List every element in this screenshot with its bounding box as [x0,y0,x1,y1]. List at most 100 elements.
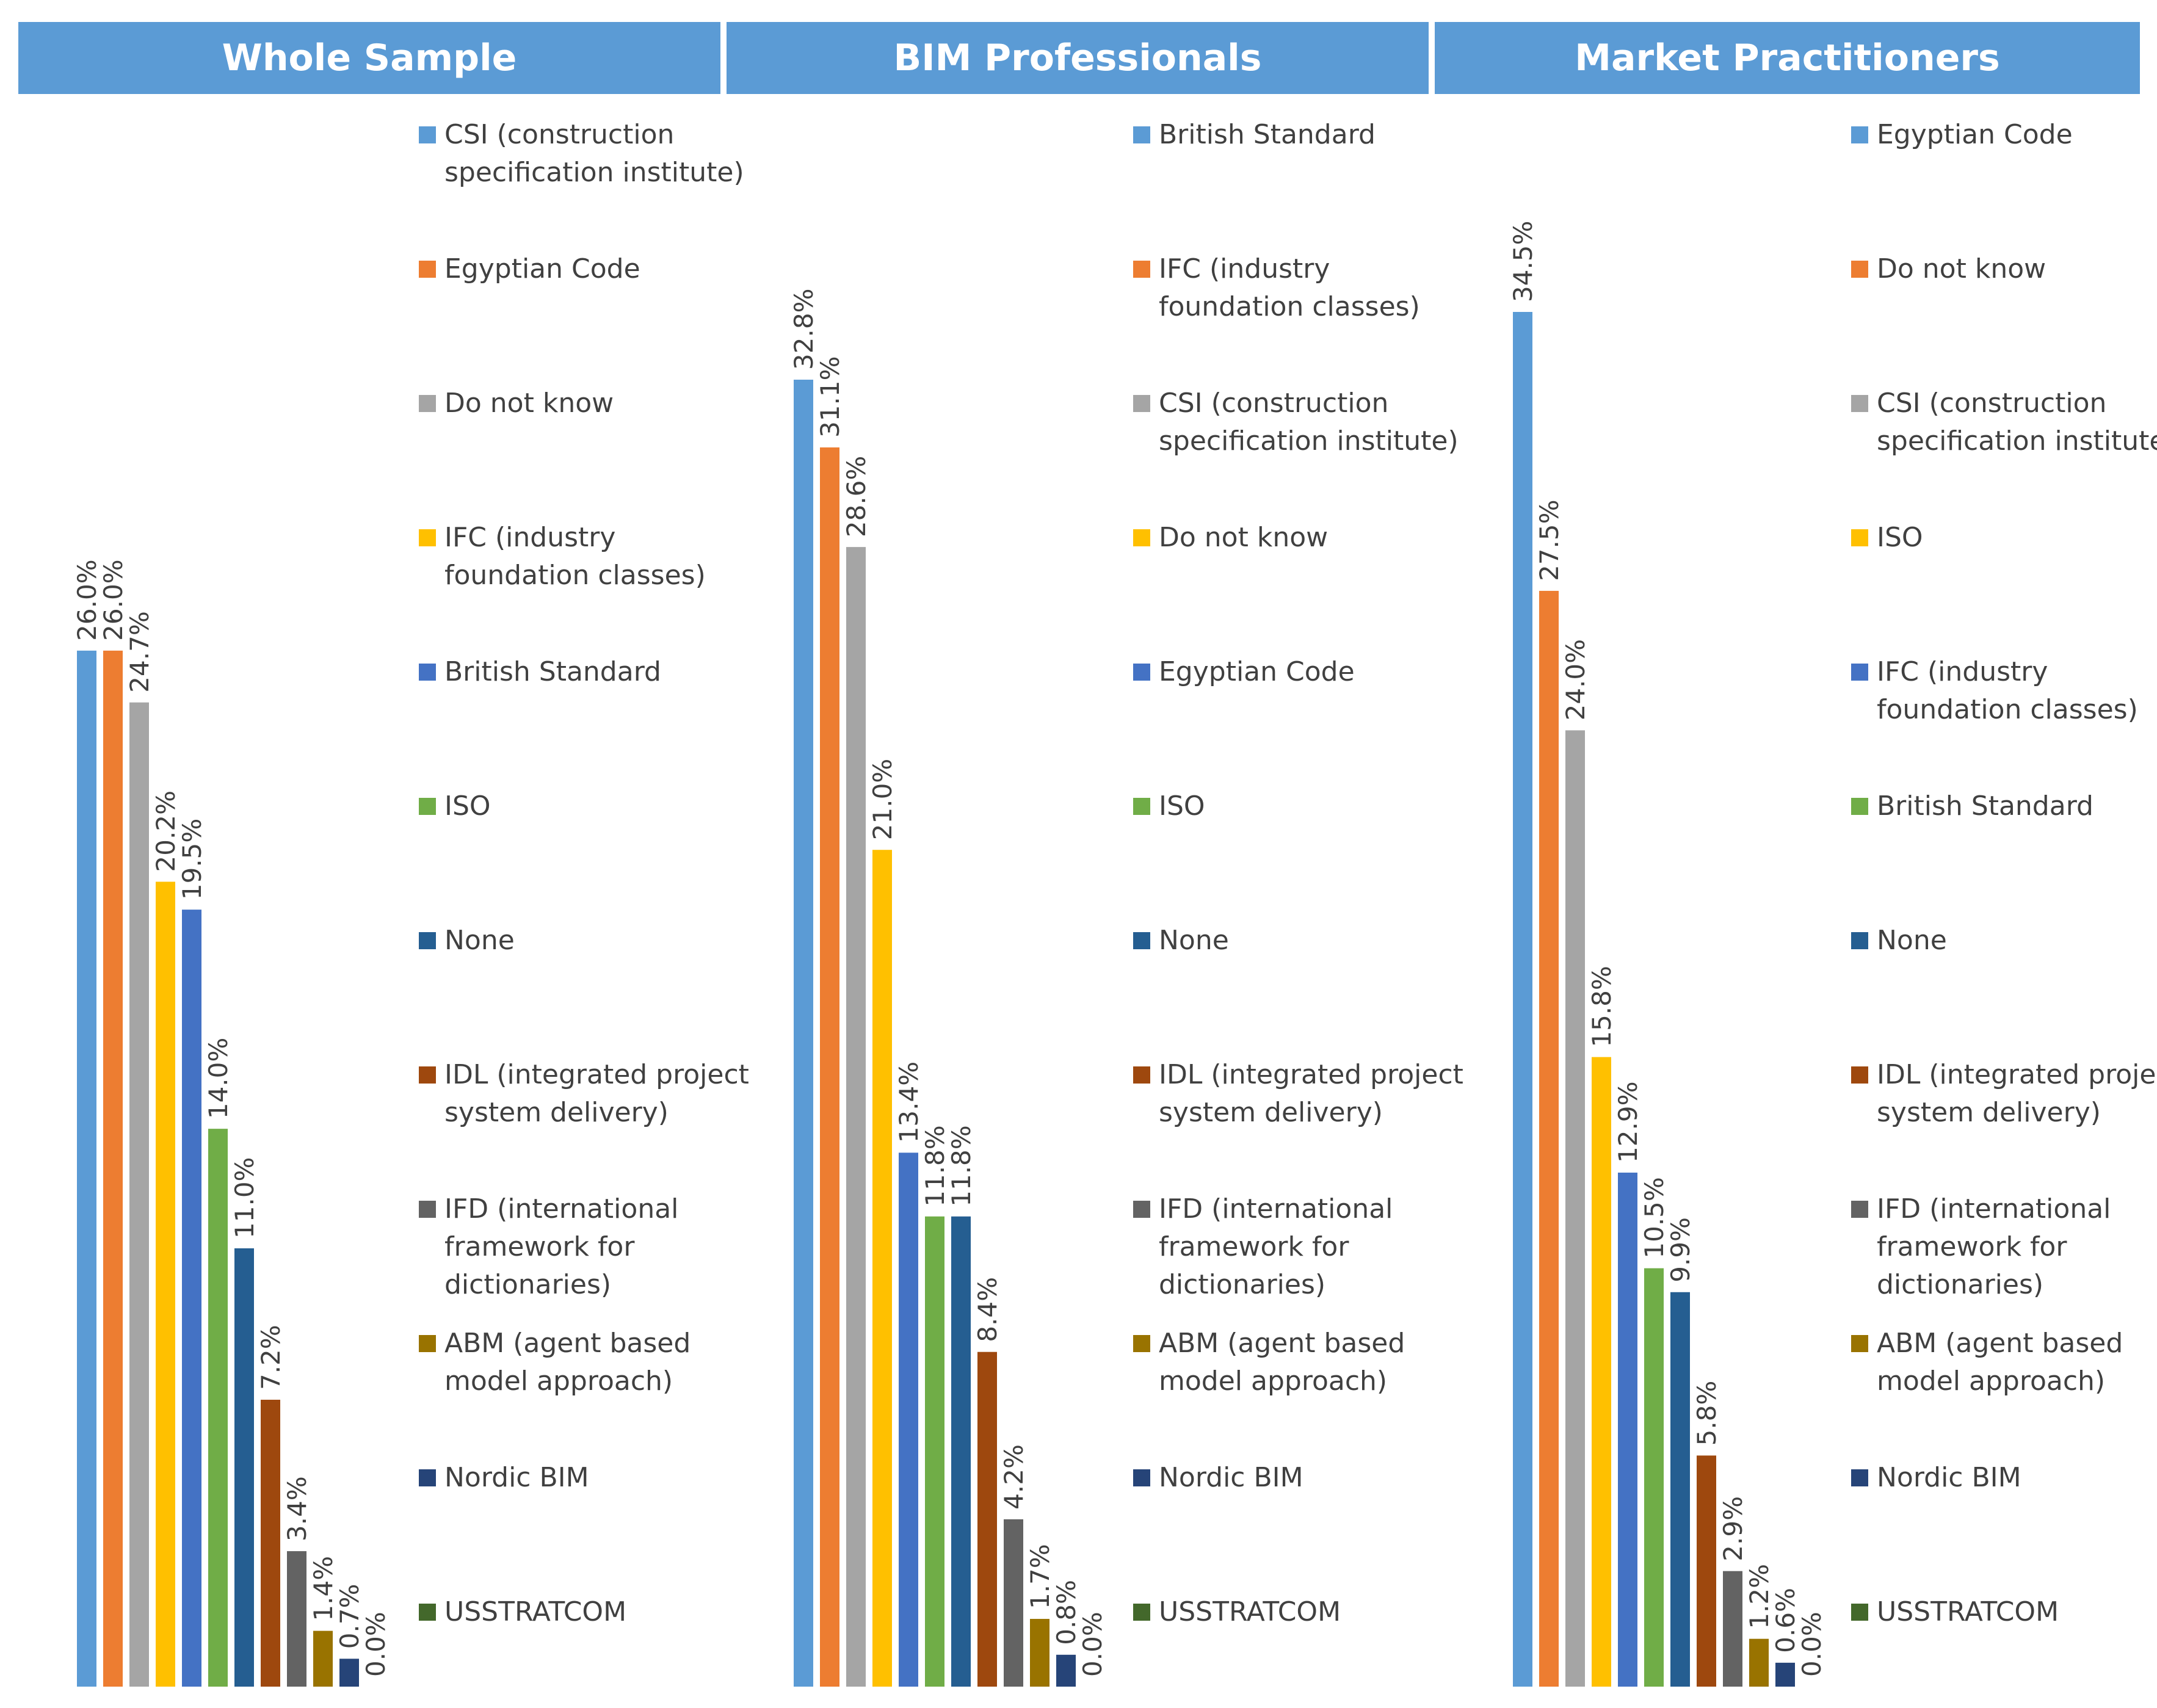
bar [339,1659,359,1687]
legend-swatch [1133,664,1150,681]
legend-swatch [1851,798,1868,815]
legend-label: CSI (construction specification institut… [1877,388,2157,457]
legend-item: CSI (construction specification institut… [1851,385,2157,460]
bar [313,1630,333,1687]
bar-value-label: 7.2% [256,1325,286,1390]
legend-label: Do not know [444,388,614,419]
bar-value-label: 8.4% [973,1277,1002,1342]
legend-label: British Standard [1159,119,1376,150]
legend-swatch [1851,529,1868,546]
legend-label: IDL (integrated project system delivery) [1159,1059,1463,1128]
bar-value-label: 9.9% [1666,1217,1695,1283]
bar-value-label: 2.9% [1718,1496,1748,1561]
bar [129,702,149,1687]
bar-value-label: 10.5% [1639,1177,1669,1258]
legend-label: IDL (integrated project system delivery) [444,1059,749,1128]
legend-swatch [1851,395,1868,412]
legend-swatch [419,1335,436,1352]
legend-label: None [1877,925,1947,956]
bar-value-label: 31.1% [815,356,845,437]
legend-label: Nordic BIM [1159,1462,1303,1493]
bar [794,379,813,1687]
bar-value-label: 15.8% [1587,966,1617,1047]
legend-swatch [419,1604,436,1621]
legend-swatch [1133,395,1150,412]
legend-swatch [1851,126,1868,143]
legend-item: British Standard [419,653,761,691]
legend-item: IFC (industry foundation classes) [419,519,761,595]
legend-swatch [419,1469,436,1486]
legend-label: British Standard [1877,791,2094,822]
bar-value-label: 0.0% [361,1612,391,1677]
bar [1539,590,1559,1687]
legend-swatch [1133,261,1150,278]
legend-swatch [1851,1201,1868,1218]
bar-value-label: 0.0% [1078,1612,1108,1677]
legend-item: Nordic BIM [419,1459,761,1497]
legend-label: Do not know [1877,253,2046,284]
bar [261,1400,280,1687]
legend-item: CSI (construction specification institut… [1133,385,1475,460]
legend-item: Egyptian Code [419,250,761,288]
bar [234,1248,254,1687]
legend-swatch [419,1066,436,1084]
legend-item: IDL (integrated project system delivery) [419,1056,761,1132]
legend-label: None [1159,925,1229,956]
bar-value-label: 21.0% [868,759,897,840]
legend-item: ISO [1851,519,2157,557]
legend-label: ISO [444,791,491,822]
bar-value-label: 12.9% [1613,1082,1643,1163]
legend-label: IFD (international framework for diction… [1877,1193,2111,1300]
legend-label: IDL (integrated project system delivery) [1877,1059,2157,1128]
legend-label: Egyptian Code [1159,656,1355,687]
bar [1030,1619,1049,1687]
legend-item: IFD (international framework for diction… [1851,1190,2157,1304]
legend-label: USSTRATCOM [444,1596,627,1627]
legend-item: IFC (industry foundation classes) [1851,653,2157,729]
bar [1697,1455,1716,1687]
legend-swatch [1133,1469,1150,1486]
bar-value-label: 19.5% [177,819,207,900]
panel-header-bim-professionals: BIM Professionals [727,22,1429,94]
legend-label: Egyptian Code [1877,119,2073,150]
bar-value-label: 4.2% [999,1444,1029,1510]
bar [77,650,96,1687]
bar [1056,1654,1076,1687]
bar [208,1129,228,1687]
legend-item: USSTRATCOM [1851,1593,2157,1631]
legend-swatch [1851,1335,1868,1352]
bar-value-label: 24.0% [1561,639,1590,720]
legend-item: Egyptian Code [1851,116,2157,154]
bar-value-label: 20.2% [151,791,181,872]
legend-swatch [1133,1335,1150,1352]
bar [287,1551,306,1687]
legend-label: ABM (agent based model approach) [444,1328,691,1397]
bar-value-label: 13.4% [894,1062,924,1143]
bar-value-label: 0.8% [1051,1580,1081,1645]
legend-swatch [1133,932,1150,949]
bar-value-label: 1.2% [1744,1564,1774,1629]
legend-item: None [1851,922,2157,960]
bar [103,650,123,1687]
legend-label: None [444,925,515,956]
legend-item: Do not know [1133,519,1475,557]
legend-label: IFC (industry foundation classes) [1877,656,2138,725]
legend-item: ISO [1133,787,1475,825]
bar-value-label: 26.0% [72,559,102,640]
legend-swatch [1851,261,1868,278]
legend-swatch [419,126,436,143]
legend-swatch [1133,798,1150,815]
legend-item: IDL (integrated project system delivery) [1851,1056,2157,1132]
legend-label: ISO [1877,522,1923,553]
legend-item: ABM (agent based model approach) [1851,1325,2157,1400]
bar [899,1153,918,1687]
legend-label: CSI (construction specification institut… [1159,388,1459,457]
bar [1592,1057,1611,1687]
legend-swatch [419,932,436,949]
legend-swatch [419,261,436,278]
bar [182,910,201,1687]
legend-swatch [419,664,436,681]
legend-label: British Standard [444,656,661,687]
legend-label: Do not know [1159,522,1329,553]
